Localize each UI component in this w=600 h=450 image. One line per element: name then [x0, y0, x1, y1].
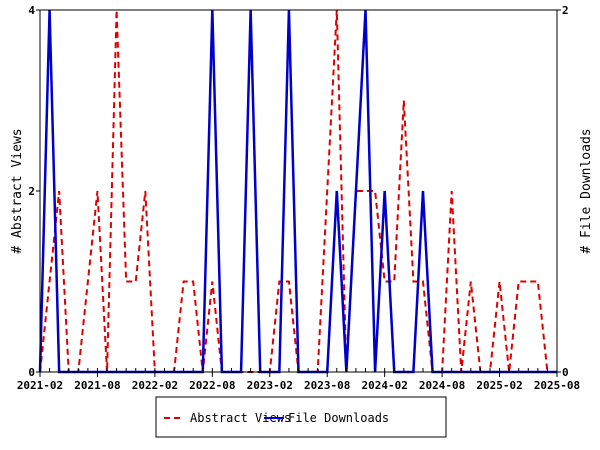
y-left-tick-label: 0 — [28, 366, 35, 379]
legend-label-file-downloads: File Downloads — [288, 411, 389, 425]
x-tick-label: 2025-08 — [534, 379, 580, 392]
x-tick-label: 2025-02 — [476, 379, 522, 392]
x-tick-label: 2024-08 — [419, 379, 465, 392]
legend-label-abstract-views: Abstract Views — [190, 411, 291, 425]
x-tick-label: 2021-02 — [17, 379, 63, 392]
y-left-tick-label: 2 — [28, 185, 35, 198]
y-axis-label-right: # File Downloads — [579, 128, 594, 253]
y-axis-label-left: # Abstract Views — [10, 128, 25, 253]
x-tick-label: 2023-08 — [304, 379, 350, 392]
legend-box — [155, 396, 447, 438]
x-tick-label: 2022-02 — [132, 379, 178, 392]
x-tick-label: 2021-08 — [74, 379, 120, 392]
x-tick-label: 2022-08 — [189, 379, 235, 392]
x-tick-label: 2024-02 — [361, 379, 407, 392]
y-left-tick-label: 4 — [28, 4, 35, 17]
x-tick-label: 2023-02 — [247, 379, 293, 392]
y-right-tick-label: 0 — [562, 366, 569, 379]
y-right-tick-label: 2 — [562, 4, 569, 17]
series-line-abstract-views — [39, 9, 549, 373]
legend: Abstract Views File Downloads — [155, 396, 447, 438]
